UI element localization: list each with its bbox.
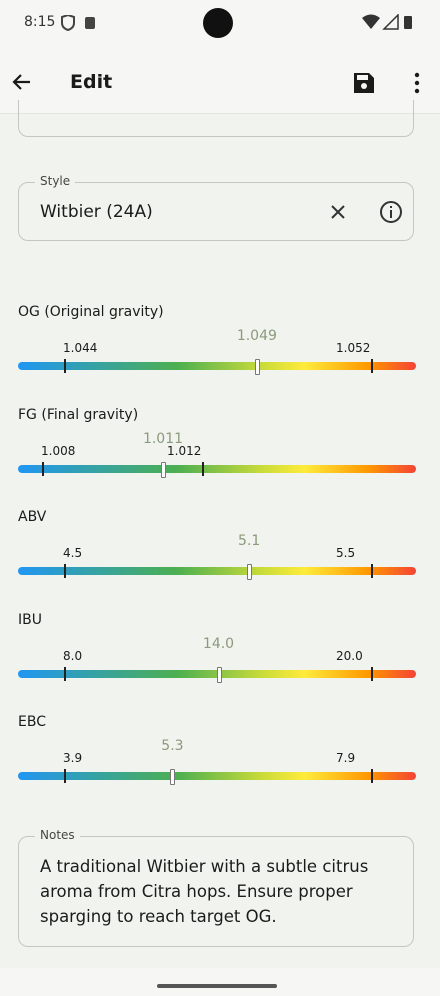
min-tick (64, 359, 66, 373)
gauge-bar (18, 464, 416, 473)
min-label: 8.0 (63, 648, 83, 663)
value-marker (254, 359, 260, 375)
value-marker (170, 769, 176, 785)
back-button[interactable] (10, 70, 34, 94)
value-label: 1.011 (142, 430, 184, 447)
gauge-label: ABV (18, 509, 47, 525)
status-bar: 8:15 (0, 0, 440, 45)
home-indicator (157, 984, 277, 988)
gauge-bar (18, 772, 416, 780)
gauge-label: EBC (18, 714, 46, 730)
min-label: 4.5 (63, 546, 83, 560)
camera (203, 8, 233, 38)
status-time: 8:15 (24, 14, 56, 30)
notes-field[interactable]: Notes A traditional Witbier with a subtl… (18, 828, 414, 947)
min-tick (64, 666, 66, 681)
value-label: 5.3 (161, 738, 184, 754)
nav-bar (0, 968, 440, 996)
max-tick (371, 666, 373, 681)
min-label: 1.008 (41, 443, 76, 458)
gauge-label: FG (Final gravity) (18, 406, 139, 423)
min-tick (64, 769, 66, 783)
min-tick (42, 461, 44, 476)
min-tick (64, 564, 66, 578)
field-value: A traditional Witbier with a subtle citr… (40, 857, 369, 926)
value-label: 14.0 (202, 635, 235, 652)
max-tick (202, 461, 204, 476)
gauge-label: IBU (18, 611, 42, 628)
field-label: Notes (35, 828, 80, 842)
min-label: 3.9 (63, 751, 83, 765)
min-label: 1.044 (63, 341, 98, 355)
app-bar: Edit (0, 45, 440, 114)
info-button[interactable] (379, 200, 403, 224)
field-value: Witbier (24A) (40, 202, 153, 222)
max-tick (371, 564, 373, 578)
menu-button[interactable] (410, 72, 424, 94)
value-marker (216, 666, 222, 683)
value-label: 1.049 (236, 328, 277, 344)
clear-button[interactable] (330, 204, 346, 220)
gauge-label: OG (Original gravity) (18, 304, 164, 320)
style-field[interactable]: Style Witbier (24A) (18, 174, 414, 241)
value-marker (161, 461, 166, 478)
field-label: Style (35, 174, 76, 188)
save-button[interactable] (353, 72, 375, 94)
value-label: 5.1 (238, 533, 261, 549)
max-label: 5.5 (336, 546, 356, 560)
clipped-field (18, 100, 414, 137)
status-icons (61, 15, 95, 31)
system-icons (362, 14, 412, 30)
max-label: 20.0 (336, 648, 363, 663)
max-tick (371, 769, 373, 783)
gauge-bar (18, 362, 416, 370)
max-label: 7.9 (336, 751, 356, 765)
max-label: 1.052 (336, 341, 371, 355)
max-label: 1.012 (167, 443, 202, 458)
app-title: Edit (70, 71, 113, 93)
value-marker (247, 564, 253, 580)
max-tick (371, 359, 373, 373)
gauge-bar (18, 567, 416, 575)
